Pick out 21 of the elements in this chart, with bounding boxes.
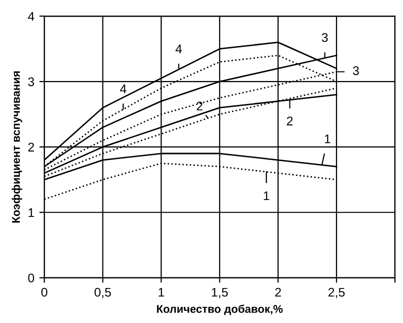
- y-tick-label: 0: [28, 274, 34, 282]
- annotation: 3: [322, 33, 328, 42]
- x-tick-label: 2,5: [328, 288, 345, 298]
- y-axis-title: Коэффициент вспучивания: [12, 71, 22, 223]
- x-tick-label: 0: [41, 288, 48, 297]
- annotation: 4: [120, 84, 126, 94]
- x-tick-label: 0,5: [94, 288, 111, 298]
- y-tick-label: 4: [28, 12, 34, 21]
- x-tick-label: 2: [275, 288, 281, 297]
- annotation: 3: [352, 66, 359, 76]
- x-tick-label: 1,5: [212, 288, 228, 298]
- annotation: 4: [176, 44, 182, 54]
- x-axis-title: Количество добавок,%: [157, 304, 283, 315]
- x-tick-label: 1: [158, 288, 164, 297]
- annotation: 1: [324, 134, 330, 144]
- y-tick-label: 3: [28, 77, 34, 86]
- y-tick-label: 1: [28, 208, 34, 217]
- annotation: 1: [264, 191, 270, 200]
- annotation: 2: [196, 102, 202, 110]
- y-tick-label: 2: [28, 142, 34, 152]
- annotation: 2: [286, 116, 293, 126]
